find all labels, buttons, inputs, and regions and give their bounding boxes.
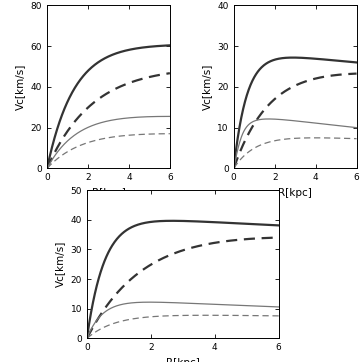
X-axis label: R[kpc]: R[kpc]	[92, 188, 125, 198]
X-axis label: R[kpc]: R[kpc]	[278, 188, 312, 198]
Y-axis label: Vc[km/s]: Vc[km/s]	[15, 64, 25, 110]
X-axis label: R[kpc]: R[kpc]	[166, 358, 200, 362]
Y-axis label: Vc[km/s]: Vc[km/s]	[202, 64, 212, 110]
Y-axis label: Vc[km/s]: Vc[km/s]	[55, 241, 65, 287]
